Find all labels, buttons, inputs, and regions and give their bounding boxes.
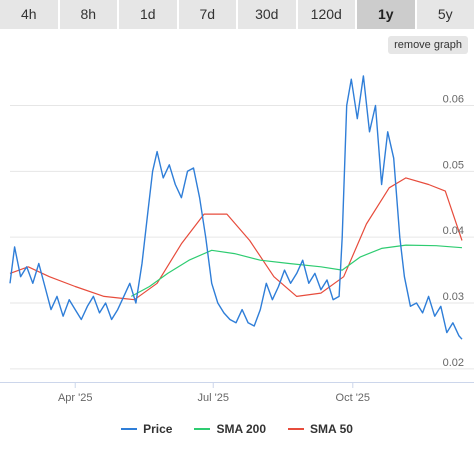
tab-8h[interactable]: 8h — [60, 0, 119, 29]
series-line-sma-200 — [131, 244, 463, 297]
legend: Price SMA 200 SMA 50 — [0, 420, 474, 438]
y-axis: 0.02 0.03 0.04 0.05 0.06 — [443, 94, 464, 369]
tab-30d[interactable]: 30d — [238, 0, 298, 29]
series-lines — [9, 75, 463, 340]
y-tick-label: 0.02 — [443, 357, 464, 369]
legend-item-sma-200[interactable]: SMA 200 — [194, 420, 266, 438]
x-tick-label: Apr '25 — [58, 392, 93, 404]
legend-swatch — [288, 428, 305, 430]
y-tick-label: 0.03 — [443, 291, 464, 303]
remove-graph-button[interactable]: remove graph — [388, 36, 468, 54]
legend-label: SMA 200 — [216, 422, 267, 436]
legend-item-sma-50[interactable]: SMA 50 — [288, 420, 353, 438]
tab-1d[interactable]: 1d — [119, 0, 179, 29]
legend-swatch — [121, 428, 138, 430]
legend-swatch — [194, 428, 211, 430]
tab-1y[interactable]: 1y — [357, 0, 417, 29]
y-tick-label: 0.06 — [443, 94, 464, 106]
legend-label: Price — [143, 422, 173, 436]
legend-label: SMA 50 — [310, 422, 353, 436]
tab-7d[interactable]: 7d — [179, 0, 238, 29]
series-line-price — [9, 75, 463, 340]
tab-120d[interactable]: 120d — [298, 0, 357, 29]
y-tick-label: 0.05 — [443, 159, 464, 171]
x-tick-label: Oct '25 — [336, 392, 371, 404]
range-tabs: 4h 8h 1d 7d 30d 120d 1y 5y — [0, 0, 474, 29]
x-tick-label: Jul '25 — [198, 392, 229, 404]
grid-lines — [10, 105, 474, 370]
tab-4h[interactable]: 4h — [0, 0, 60, 29]
legend-item-price[interactable]: Price — [121, 420, 172, 438]
tab-5y[interactable]: 5y — [437, 6, 453, 22]
y-tick-label: 0.04 — [443, 225, 464, 237]
series-line-sma-50 — [9, 177, 463, 301]
price-chart: Apr '25 Jul '25 Oct '25 0.020.030.040.050.… — [0, 75, 474, 404]
x-axis: Apr '25 Jul '25 Oct '25 — [0, 382, 474, 404]
